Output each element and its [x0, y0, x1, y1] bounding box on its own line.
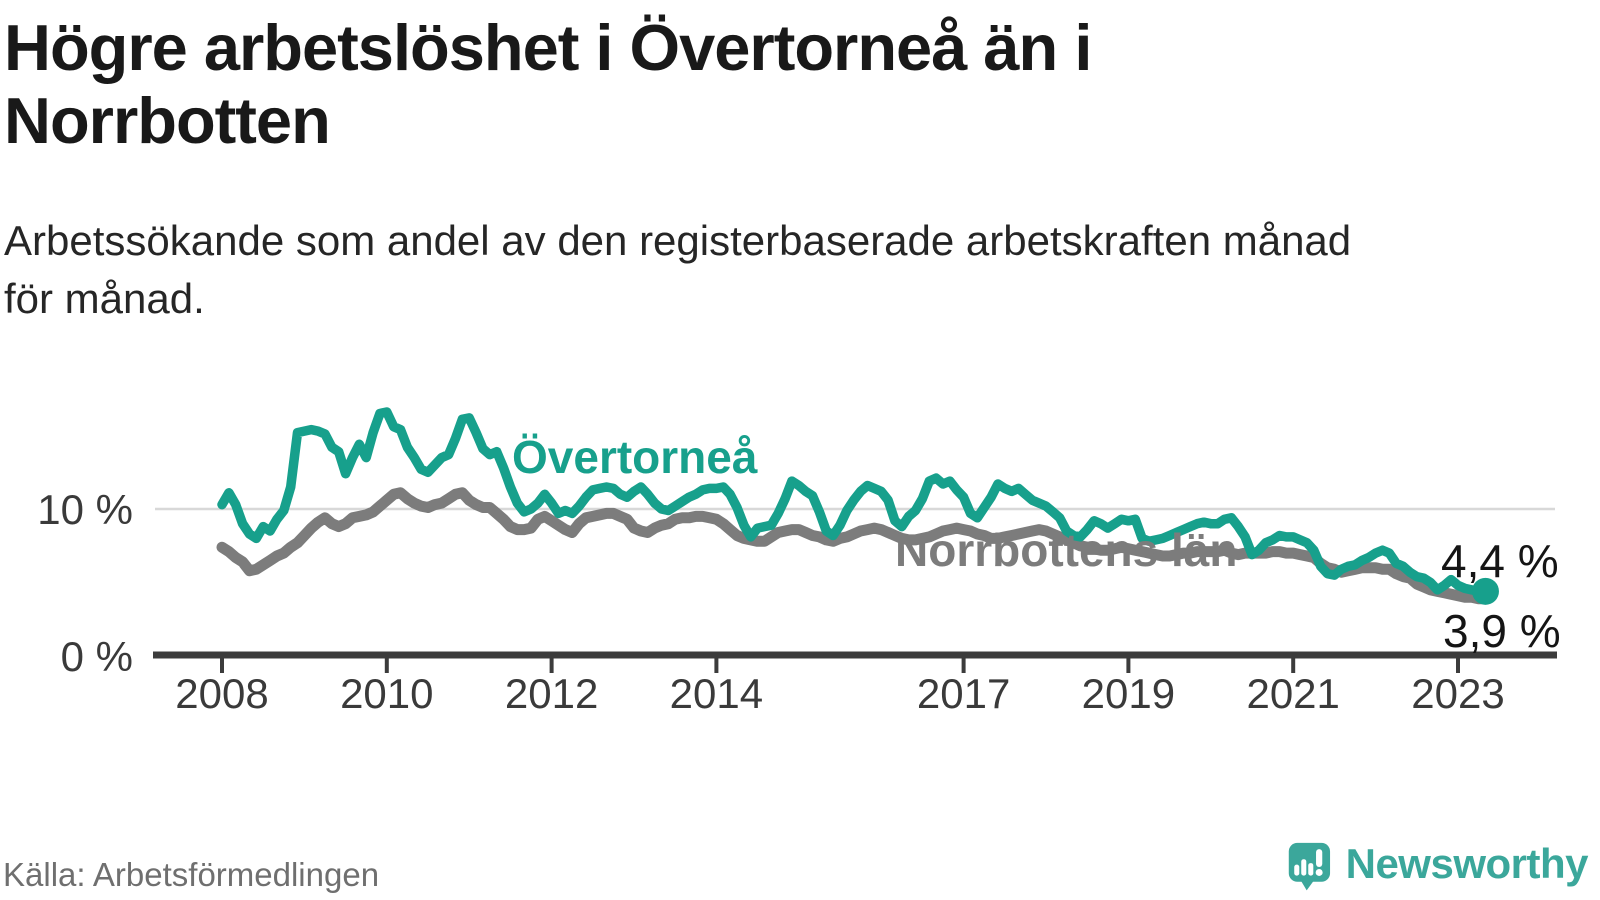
series-end-dot [1471, 577, 1499, 605]
chart-subtitle: Arbetssökande som andel av den registerb… [4, 217, 1352, 322]
x-tick-label: 2012 [505, 670, 598, 717]
newsworthy-speech-bubble-bar-chart-icon [1288, 842, 1331, 891]
x-tick-label: 2010 [340, 670, 433, 717]
newsworthy-wordmark: Newsworthy [1345, 840, 1589, 887]
end-value-label-norrbotten: 3,9 % [1443, 605, 1561, 657]
x-tick-label: 2023 [1411, 670, 1504, 717]
x-tick-label: 2008 [175, 670, 268, 717]
series-label-overtornea: Övertorneå [512, 431, 758, 483]
source-attribution: Källa: Arbetsförmedlingen [3, 856, 380, 893]
series-label-norrbotten: Norrbottens län [895, 524, 1238, 576]
x-tick-label: 2014 [670, 670, 763, 717]
line--vertorne- [217, 407, 1491, 597]
newsworthy-logo: Newsworthy [1288, 836, 1589, 898]
x-tick-label: 2017 [917, 670, 1010, 717]
end-value-label-overtornea: 4,4 % [1441, 535, 1559, 587]
x-tick-label: 2019 [1082, 670, 1175, 717]
x-tick-label: 2021 [1246, 670, 1339, 717]
line-norrbottens-l-n [216, 487, 1491, 605]
y-tick-label: 0 % [61, 633, 133, 680]
page-title: Högre arbetslöshet i Övertorneå än i Nor… [4, 11, 1092, 158]
y-tick-label: 10 % [37, 486, 133, 533]
